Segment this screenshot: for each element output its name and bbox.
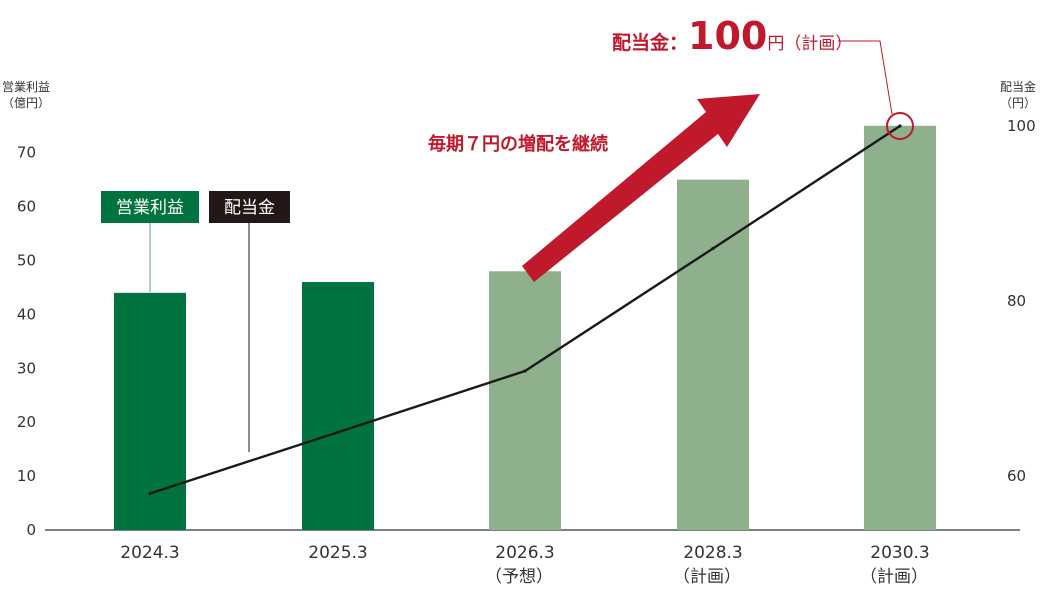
x-tick-note: （計画） [673, 567, 741, 587]
x-tick-label: 2028.3 [683, 543, 742, 563]
dividend-point [711, 246, 715, 251]
x-tick-label: 2024.3 [120, 543, 179, 563]
dividend-point [523, 369, 527, 373]
arrow-annotation-text: 毎期７円の増配を継続 [428, 133, 608, 155]
dividend-callout: 配当金：100円（計画） [612, 14, 852, 58]
y-left-tick-label: 70 [17, 144, 36, 162]
legend-connectors [149, 223, 250, 452]
annotation-layer: 毎期７円の増配を継続 配当金：100円（計画） 営業利益 配当金 [101, 14, 914, 282]
legend-box-dividend [209, 191, 290, 223]
y-left-tick-label: 30 [17, 359, 36, 377]
y-left-tick-label: 60 [17, 198, 36, 216]
y-left-tick-label: 50 [17, 252, 36, 270]
bar [677, 179, 749, 530]
legend-label-dividend: 配当金 [224, 198, 275, 218]
axes-layer: 0 10 20 30 40 50 60 70 営業利益 （億円） 60 80 100 配当金 （円） 2024… [2, 79, 1036, 587]
y-left-tick-label: 40 [17, 305, 36, 323]
x-tick-note: （予想） [485, 567, 553, 587]
bars-layer [114, 125, 936, 530]
y-right-tick-label: 100 [1007, 117, 1036, 135]
bar [489, 271, 561, 530]
legend-box-operating-profit [101, 191, 199, 223]
callout-leader-line [838, 40, 893, 115]
x-tick-label: 2026.3 [495, 543, 554, 563]
line-layer [148, 124, 902, 496]
y-left-axis-unit: （億円） [2, 96, 50, 110]
y-right-axis-unit: （円） [1000, 96, 1036, 110]
highlight-circle [886, 112, 914, 140]
y-left-tick-label: 10 [17, 467, 36, 485]
y-right-tick-label: 60 [1007, 467, 1026, 485]
x-tick-label: 2030.3 [870, 543, 929, 563]
legend-label-operating-profit: 営業利益 [116, 198, 184, 218]
dividend-point [336, 430, 340, 434]
bar [864, 125, 936, 530]
dividend-point [148, 491, 152, 496]
bar [302, 282, 374, 530]
y-left-tick-label: 0 [26, 521, 36, 539]
x-tick-note: （計画） [860, 567, 928, 587]
y-right-tick-label: 80 [1007, 292, 1026, 310]
increase-arrow [522, 94, 760, 282]
y-right-axis-title: 配当金 [1000, 79, 1036, 94]
y-left-tick-label: 20 [17, 413, 36, 431]
x-tick-label: 2025.3 [308, 543, 367, 563]
y-left-axis-title: 営業利益 [2, 80, 50, 94]
dividend-point [898, 124, 902, 128]
bar [114, 292, 186, 530]
